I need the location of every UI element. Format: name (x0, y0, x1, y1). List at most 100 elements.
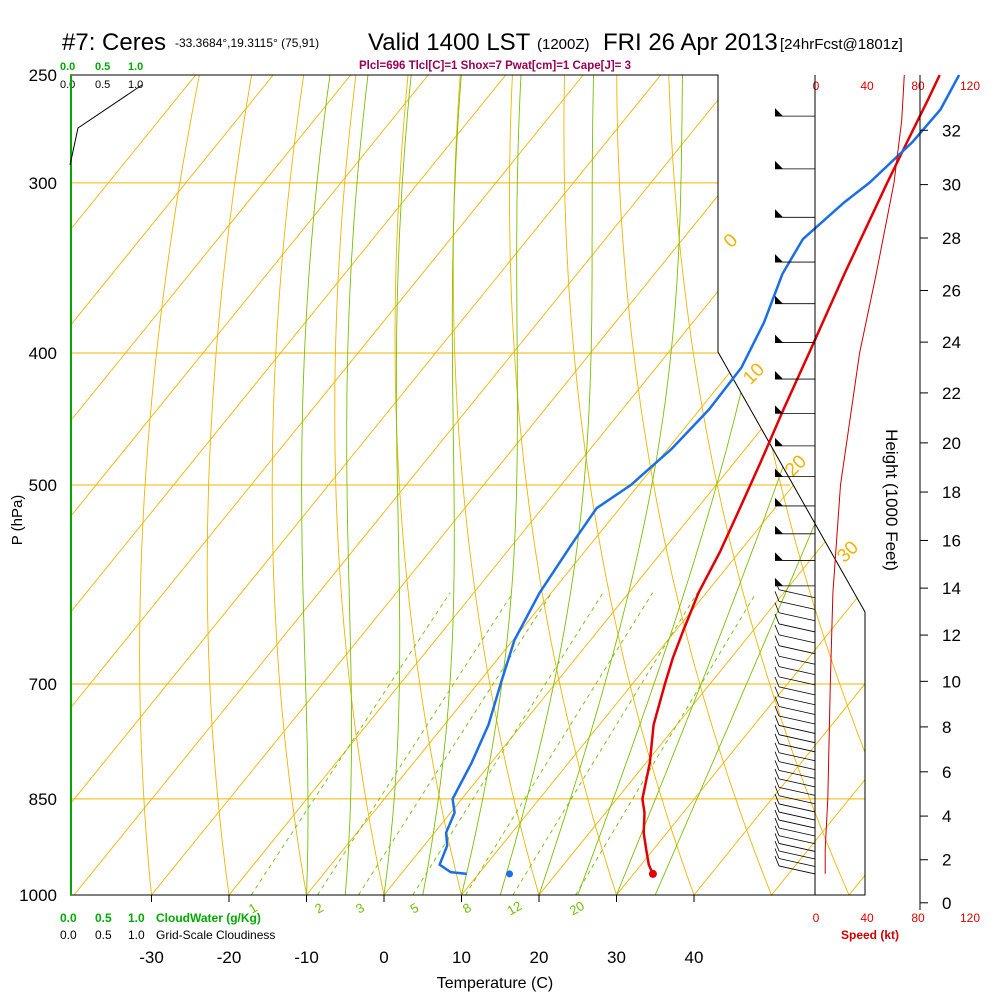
moist-adiabat (422, 75, 462, 895)
speed-bottom-tick-0: 0 (813, 911, 820, 925)
wind-barb (775, 295, 815, 305)
temperature-line (641, 74, 941, 875)
wind-barb (774, 809, 816, 829)
moist-adiabat (344, 75, 369, 895)
speed-top-tick-3: 120 (960, 79, 980, 93)
mixing-ratio-line (512, 592, 698, 895)
x-tick-label: -20 (217, 948, 242, 967)
isotherm (151, 75, 817, 895)
wind-barb (775, 577, 815, 587)
series-layer (438, 74, 961, 878)
surface-temperature-dot (648, 869, 657, 878)
dry-adiabat (452, 75, 540, 895)
wind-barb (774, 742, 816, 762)
wind-barb (775, 160, 815, 170)
top-cloudwater-tick-0: 0.0 (60, 61, 75, 73)
speed-top-tick-2: 80 (911, 79, 925, 93)
wind-barb (775, 437, 815, 447)
moist-adiabat (461, 75, 522, 895)
dry-adiabat (563, 75, 695, 895)
wind-barb (774, 768, 816, 788)
wind-barb (775, 552, 815, 561)
wind-barb (774, 751, 816, 771)
speed-bottom-tick-2: 80 (911, 911, 925, 925)
isotherm-label: 0 (720, 230, 742, 252)
wind-barb (774, 656, 816, 676)
wind-barb (774, 825, 816, 845)
wind-barb (774, 777, 816, 796)
wind-speed-line (824, 74, 905, 874)
speed-axis-label: Speed (kt) (841, 928, 899, 942)
pressure-tick-label: 850 (29, 790, 57, 809)
dry-adiabat (206, 75, 253, 895)
height-tick-label: 4 (942, 807, 951, 826)
dewpoint-line (438, 74, 961, 876)
wind-barb (774, 602, 816, 622)
mixing-ratio-line (575, 592, 757, 895)
mixing-ratio-label: 2 (312, 900, 326, 917)
wind-barb (774, 724, 816, 744)
pressure-tick-label: 700 (29, 675, 57, 694)
wind-barb (775, 497, 815, 507)
wind-barb (774, 686, 816, 706)
dry-adiabat (394, 75, 462, 895)
moist-adiabat (654, 75, 865, 895)
wind-barb (774, 840, 816, 860)
top-cloudiness-tick-2: 1.0 (128, 79, 143, 91)
isotherm-label: 30 (833, 537, 863, 567)
isotherm (616, 75, 865, 895)
height-tick-label: 10 (942, 672, 961, 691)
bottom-cloudwater-tick-1: 0.5 (95, 911, 112, 925)
mixing-ratio-line (250, 592, 451, 895)
dry-adiabat (668, 75, 850, 895)
height-tick-label: 26 (942, 282, 961, 301)
bottom-cloudiness-tick-2: 1.0 (128, 928, 145, 942)
height-tick-label: 24 (942, 333, 961, 352)
speed-bottom-tick-3: 120 (960, 911, 980, 925)
height-tick-label: 14 (942, 579, 961, 598)
bottom-cloudiness-tick-1: 0.5 (95, 928, 112, 942)
wind-barb (774, 613, 816, 633)
mixing-ratio-label: 5 (407, 900, 421, 917)
wind-barb (775, 108, 815, 117)
height-tick-label: 28 (942, 229, 961, 248)
dry-adiabat (334, 75, 385, 895)
dry-adiabat (509, 75, 617, 895)
wind-barb (774, 848, 816, 867)
x-tick-label: 0 (379, 948, 388, 967)
height-tick-label: 32 (942, 121, 961, 140)
height-tick-label: 2 (942, 851, 951, 870)
isotherm (383, 75, 865, 895)
wind-barb (774, 801, 816, 821)
wind-barb (774, 793, 816, 813)
height-tick-label: 0 (942, 894, 951, 913)
sounding-indices: Plcl=696 Tlcl[C]=1 Shox=7 Pwat[cm]=1 Cap… (359, 60, 631, 72)
moist-adiabat (538, 75, 683, 895)
pressure-tick-label: 250 (29, 66, 57, 85)
valid-date: FRI 26 Apr 2013 (603, 29, 778, 56)
wind-barb (774, 855, 816, 875)
wind-barb (775, 209, 815, 218)
plot-frame (70, 74, 866, 896)
pressure-tick-label: 500 (29, 476, 57, 495)
x-tick-label: -10 (294, 948, 319, 967)
wind-barb (774, 817, 816, 837)
pressure-tick-label: 1000 (19, 886, 57, 905)
top-cloudiness-tick-1: 0.5 (95, 79, 110, 91)
forecast-info: [24hrFcst@1801z] (780, 36, 903, 53)
axes-layer: -30 -20 -10 0 10 20 30 402503004005007008501000… (19, 66, 961, 967)
isotherm (70, 75, 662, 895)
wind-barb (774, 705, 816, 725)
x-tick-label: -30 (139, 948, 164, 967)
dry-adiabat (982, 75, 1000, 895)
mixing-ratio-label: 8 (460, 900, 474, 917)
wind-barb (774, 635, 816, 655)
isotherm (70, 75, 429, 895)
isotherm (70, 75, 352, 895)
cloudwater-label: CloudWater (g/Kg) (156, 911, 261, 925)
wind-barb (774, 624, 816, 644)
station-title: #7: Ceres (62, 29, 166, 56)
wind-barb (775, 405, 815, 414)
dry-adiabat (930, 75, 1000, 895)
